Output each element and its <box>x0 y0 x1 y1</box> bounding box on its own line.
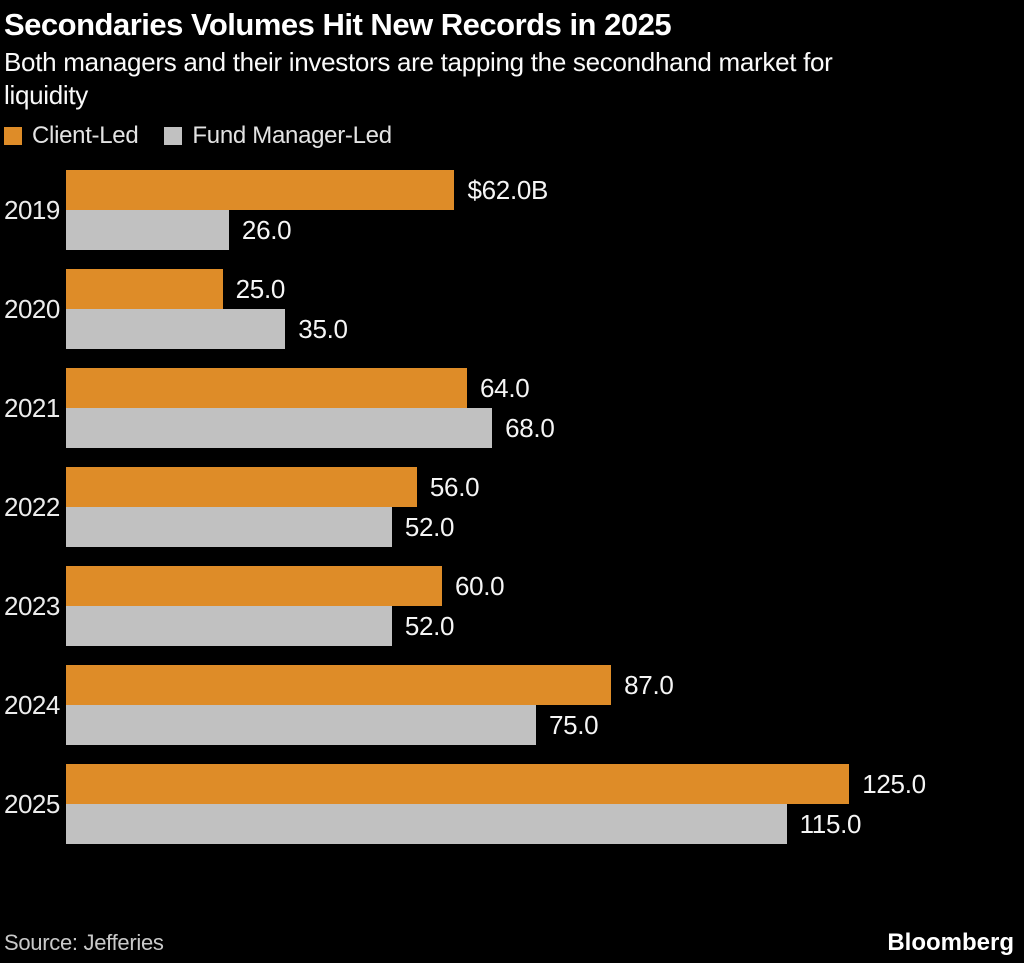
legend: Client-Led Fund Manager-Led <box>4 122 1020 150</box>
chart-subtitle: Both managers and their investors are ta… <box>4 47 833 111</box>
bar-client-led <box>66 467 417 508</box>
bar-row: 75.0 <box>66 705 1020 746</box>
value-label: 52.0 <box>404 511 455 542</box>
value-label: 64.0 <box>480 372 530 403</box>
bar-pair: 25.0 35.0 <box>66 269 1020 350</box>
category-label: 2024 <box>4 689 60 720</box>
category-label: 2020 <box>4 293 60 324</box>
value-label: 52.0 <box>404 610 455 641</box>
bar-client-led <box>66 368 468 409</box>
bar-fund-manager-led <box>66 804 787 845</box>
bar-row: 56.0 <box>66 467 1020 508</box>
bar-row: 26.0 <box>66 210 1020 251</box>
bar-fund-manager-led <box>66 507 392 548</box>
bloomberg-logo: Bloomberg <box>887 929 1014 956</box>
value-label: 25.0 <box>235 273 286 304</box>
bar-client-led <box>66 269 223 310</box>
category-label: 2021 <box>4 392 60 423</box>
bar-group-2022: 2022 56.0 52.0 <box>4 467 1020 548</box>
category-label: 2019 <box>4 194 60 225</box>
bar-group-2023: 2023 60.0 52.0 <box>4 566 1020 647</box>
bar-row: 64.0 <box>66 368 1020 409</box>
value-label: 87.0 <box>624 669 674 700</box>
bar-pair: 125.0 115.0 <box>66 764 1020 845</box>
legend-label: Client-Led <box>32 122 139 150</box>
value-label: 60.0 <box>454 570 505 601</box>
legend-item-fund-manager-led: Fund Manager-Led <box>164 122 392 150</box>
footer: Source: Jefferies Bloomberg <box>4 929 1014 957</box>
bar-row: 87.0 <box>66 665 1020 706</box>
bar-client-led <box>66 566 442 607</box>
bar-fund-manager-led <box>66 705 536 746</box>
bar-fund-manager-led <box>66 408 493 449</box>
bar-row: 60.0 <box>66 566 1020 607</box>
bar-client-led <box>66 170 455 211</box>
chart-title: Secondaries Volumes Hit New Records in 2… <box>4 7 672 42</box>
bar-row: 68.0 <box>66 408 1020 449</box>
value-label: 75.0 <box>548 709 599 740</box>
bar-row: 52.0 <box>66 606 1020 647</box>
bar-group-2020: 2020 25.0 35.0 <box>4 269 1020 350</box>
bar-group-2021: 2021 64.0 68.0 <box>4 368 1020 449</box>
legend-label: Fund Manager-Led <box>192 122 392 150</box>
bar-client-led <box>66 665 612 706</box>
bar-pair: 87.0 75.0 <box>66 665 1020 746</box>
bar-group-2019: 2019 $62.0B 26.0 <box>4 170 1020 251</box>
legend-swatch-icon <box>4 127 22 146</box>
bar-row: 125.0 <box>66 764 1020 805</box>
bar-row: 35.0 <box>66 309 1020 350</box>
bar-row: $62.0B <box>66 170 1020 211</box>
bar-pair: 64.0 68.0 <box>66 368 1020 449</box>
value-label: 26.0 <box>241 214 292 245</box>
category-label: 2022 <box>4 491 60 522</box>
category-label: 2023 <box>4 590 60 621</box>
value-label: 35.0 <box>298 313 348 344</box>
bar-pair: 56.0 52.0 <box>66 467 1020 548</box>
bar-pair: 60.0 52.0 <box>66 566 1020 647</box>
bar-fund-manager-led <box>66 309 286 350</box>
value-label: 125.0 <box>862 768 926 799</box>
value-label: 68.0 <box>505 412 555 443</box>
bar-pair: $62.0B 26.0 <box>66 170 1020 251</box>
value-label: 56.0 <box>429 471 480 502</box>
bar-fund-manager-led <box>66 210 229 251</box>
bar-row: 52.0 <box>66 507 1020 548</box>
bar-group-2025: 2025 125.0 115.0 <box>4 764 1020 845</box>
bar-client-led <box>66 764 850 805</box>
bar-row: 25.0 <box>66 269 1020 310</box>
value-label: $62.0B <box>467 174 549 205</box>
category-label: 2025 <box>4 788 60 819</box>
bar-chart: 2019 $62.0B 26.0 2020 25.0 35.0 2021 64.0 68.0 20… <box>4 170 1020 845</box>
bar-fund-manager-led <box>66 606 392 647</box>
legend-swatch-icon <box>164 127 183 146</box>
source-label: Source: Jefferies <box>4 930 164 955</box>
value-label: 115.0 <box>799 808 862 839</box>
legend-item-client-led: Client-Led <box>4 122 139 150</box>
bar-row: 115.0 <box>66 804 1020 845</box>
bar-group-2024: 2024 87.0 75.0 <box>4 665 1020 746</box>
